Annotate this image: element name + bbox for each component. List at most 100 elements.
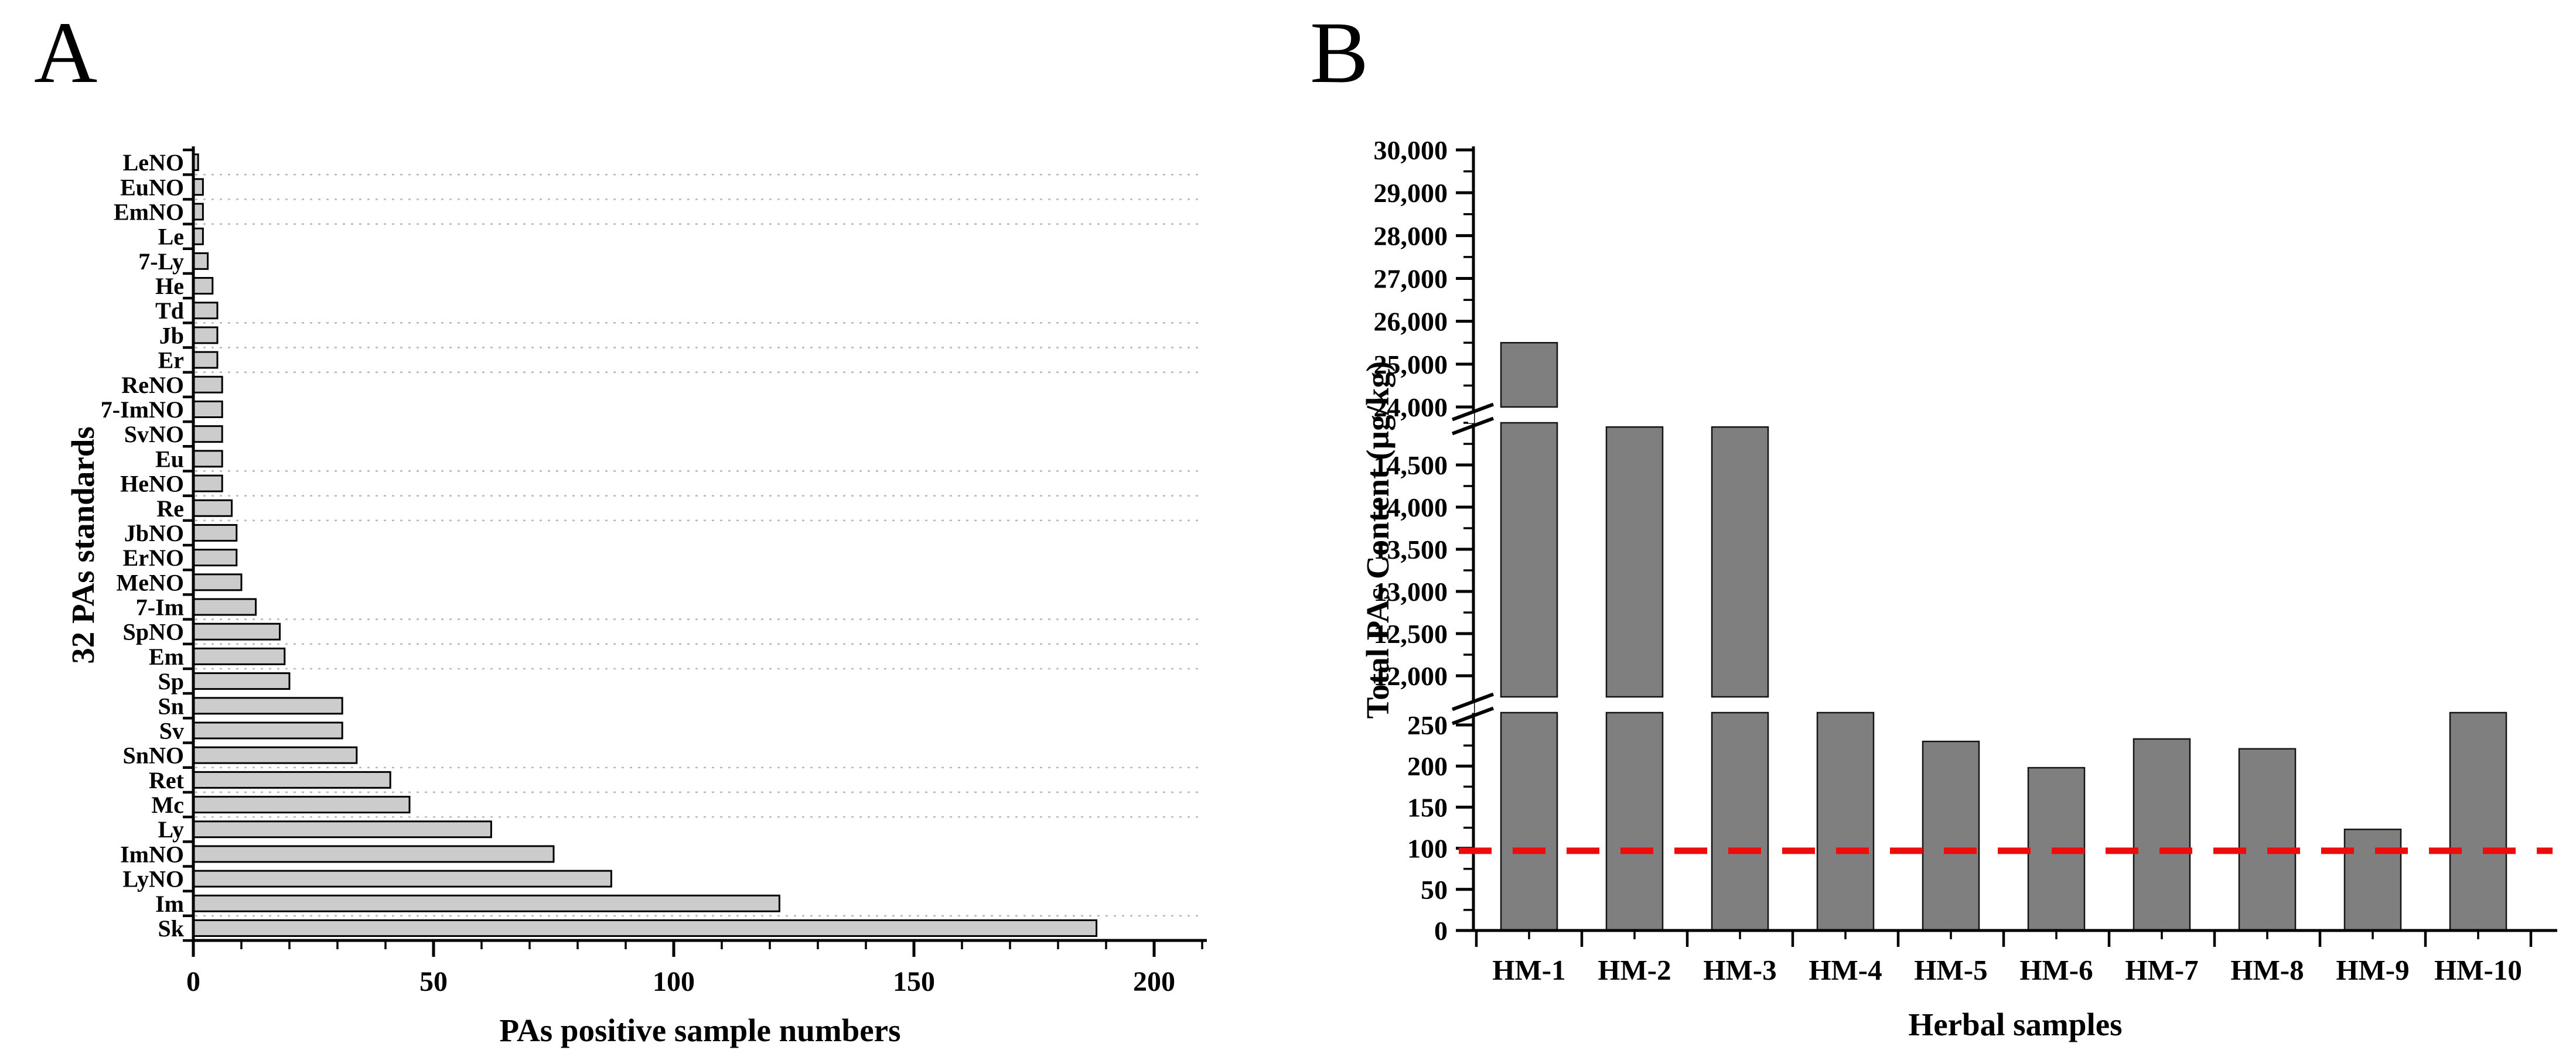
bar-ReNO [192, 375, 223, 394]
axis-break-mark [1451, 706, 1495, 726]
bar-HM-10 [2449, 711, 2507, 932]
ytick-label-JbNO: JbNO [124, 520, 184, 546]
bar-ImNO [192, 845, 555, 863]
bar-JbNO [192, 524, 238, 542]
bar-HM-2 [1605, 711, 1664, 932]
panel-a-yaxis-title: 32 PAs standards [65, 426, 101, 663]
ytick-label-Le: Le [158, 224, 184, 250]
ytick-label-LeNO: LeNO [123, 149, 184, 176]
ytick-label-50: 50 [1421, 875, 1448, 905]
xtick-label-HM-9: HM-9 [2336, 954, 2409, 986]
ytick-label-Ly: Ly [158, 816, 184, 843]
bar-HM-3 [1711, 426, 1769, 698]
bar-Im [192, 894, 780, 912]
ytick-label-Eu: Eu [155, 446, 184, 472]
bar-Mc [192, 796, 411, 814]
bar-HM-2 [1605, 426, 1664, 698]
bar-Sk [192, 919, 1098, 937]
bar-HM-8 [2238, 748, 2297, 932]
ytick-label-27000: 27,000 [1374, 264, 1448, 294]
panel-a-chart: LeNOEuNOEmNOLe7-LyHeTdJbErReNO7-ImNOSvNO… [101, 146, 1207, 997]
ytick-label-Td: Td [155, 297, 184, 324]
bar-7-Im [192, 598, 257, 616]
ytick-label-Sn: Sn [158, 693, 185, 719]
ytick-label-Jb: Jb [159, 322, 184, 348]
ytick-label-SnNO: SnNO [123, 743, 185, 769]
ytick-label-Sk: Sk [158, 915, 185, 942]
bar-Ret [192, 771, 391, 789]
bar-SvNO [192, 425, 223, 443]
bar-Er [192, 351, 219, 369]
ytick-label-EuNO: EuNO [120, 174, 184, 200]
bar-Jb [192, 326, 219, 344]
bar-HM-7 [2133, 738, 2191, 932]
ytick-label-150: 150 [1407, 792, 1448, 822]
bar-HM-1 [1500, 342, 1558, 408]
bar-HM-4 [1816, 711, 1875, 932]
panel-a-xaxis-title: PAs positive sample numbers [500, 1012, 901, 1048]
panel-b-yaxis-title: Total PAs Content (µg/kg) [1360, 361, 1396, 719]
xtick-label-100: 100 [653, 966, 695, 997]
xtick-label-HM-5: HM-5 [1914, 954, 1987, 986]
panel-b-letter: B [1310, 4, 1369, 101]
ytick-label-Em: Em [149, 644, 184, 670]
bar-MeNO [192, 573, 243, 591]
xtick-label-HM-1: HM-1 [1492, 954, 1565, 986]
xtick-label-HM-3: HM-3 [1703, 954, 1776, 986]
bar-HM-5 [1922, 740, 1980, 932]
ytick-label-Sv: Sv [159, 717, 184, 744]
bar-HM-1 [1500, 711, 1558, 932]
panel-b-xaxis-title: Herbal samples [1908, 1007, 2122, 1042]
ytick-label-SpNO: SpNO [123, 619, 185, 645]
axis-break-mark [1451, 692, 1495, 711]
ytick-label-Ret: Ret [149, 767, 185, 793]
xtick-label-50: 50 [419, 966, 448, 997]
ytick-label-ErNO: ErNO [123, 545, 184, 571]
ytick-label-14500: 14,500 [1374, 450, 1448, 480]
ytick-label-7-Ly: 7-Ly [138, 248, 184, 275]
xtick-label-HM-2: HM-2 [1598, 954, 1671, 986]
ytick-label-14000: 14,000 [1374, 492, 1448, 522]
bar-7-ImNO [192, 400, 223, 418]
panel-b-chart: HM-1 HM-2 HM-3 HM-4 HM-5 HM-6 HM-7 HM-8 HM-9 HM-1… [1374, 135, 2557, 986]
ytick-label-25000: 25,000 [1374, 350, 1448, 379]
ytick-label-100: 100 [1407, 834, 1448, 864]
xtick-label-HM-7: HM-7 [2125, 954, 2198, 986]
bar-Em [192, 647, 286, 665]
ytick-label-250: 250 [1407, 710, 1448, 740]
bar-LyNO [192, 870, 612, 888]
bar-Td [192, 302, 219, 320]
axis-break-mark [1451, 416, 1495, 436]
bar-Ly [192, 820, 492, 839]
bar-ErNO [192, 549, 238, 567]
xtick-label-200: 200 [1133, 966, 1175, 997]
ytick-label-7-ImNO: 7-ImNO [101, 396, 184, 423]
ytick-label-Mc: Mc [151, 792, 184, 818]
ytick-label-28000: 28,000 [1374, 221, 1448, 251]
xtick-label-HM-4: HM-4 [1809, 954, 1882, 986]
bar-He [192, 277, 214, 295]
bar-HM-1 [1500, 422, 1558, 698]
ytick-label-ReNO: ReNO [121, 372, 184, 398]
xtick-label-0: 0 [186, 966, 200, 997]
ytick-label-30000: 30,000 [1374, 135, 1448, 165]
ytick-label-ImNO: ImNO [120, 841, 184, 867]
ytick-label-EmNO: EmNO [114, 199, 184, 225]
ytick-label-Er: Er [158, 347, 184, 374]
ytick-label-26000: 26,000 [1374, 307, 1448, 337]
bar-Eu [192, 450, 223, 468]
bar-Sp [192, 672, 291, 690]
bar-HeNO [192, 474, 223, 492]
bar-SpNO [192, 622, 281, 641]
ytick-label-Re: Re [156, 495, 184, 522]
ytick-label-HeNO: HeNO [120, 471, 184, 497]
bar-HM-9 [2343, 829, 2402, 932]
ytick-label-0: 0 [1434, 916, 1448, 946]
bar-HM-3 [1711, 711, 1769, 932]
ytick-label-7-Im: 7-Im [136, 594, 184, 621]
bar-Re [192, 499, 233, 517]
xtick-label-HM-8: HM-8 [2230, 954, 2304, 986]
ytick-label-12000: 12,000 [1374, 661, 1448, 691]
